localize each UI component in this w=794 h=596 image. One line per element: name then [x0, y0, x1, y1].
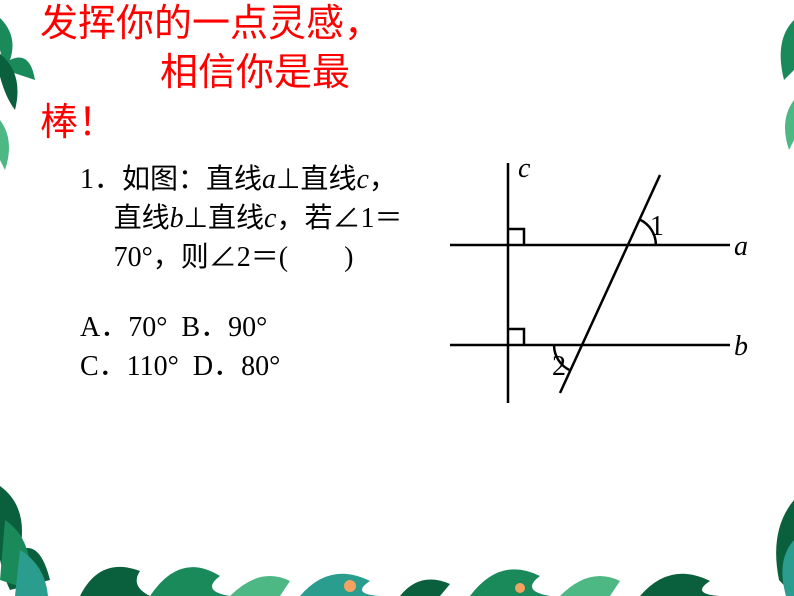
option-b: B．90° [181, 312, 267, 343]
bottom-decoration [0, 526, 794, 596]
svg-text:1: 1 [650, 211, 664, 242]
right-decoration [764, 0, 794, 596]
options: A．70° B．90° C．110° D．80° [80, 308, 420, 386]
q-l4: 则∠2＝( ) [181, 242, 354, 273]
question-text: 1．如图：直线a⊥直线c，直线b⊥直线c，若∠1＝70°，则∠2＝( ) [80, 160, 420, 278]
question-number: 1． [80, 164, 122, 195]
title-line-1: 发挥你的一点灵感， [40, 0, 382, 49]
var-c2: c [264, 203, 276, 234]
var-b: b [170, 203, 184, 234]
var-c: c [356, 164, 368, 195]
option-a: A．70° [80, 312, 167, 343]
title-line-3: 棒！ [40, 99, 382, 148]
geometry-figure: c a b 1 2 [440, 155, 750, 415]
q-prefix: 如图：直线 [122, 164, 262, 195]
option-c: C．110° [80, 351, 179, 382]
slide-title: 发挥你的一点灵感， 相信你是最 棒！ [40, 0, 382, 148]
svg-text:b: b [734, 331, 748, 362]
q-perp1: ⊥直 [276, 164, 328, 195]
q-l2: 线 [328, 164, 356, 195]
option-d: D．80° [193, 351, 280, 382]
svg-text:2: 2 [552, 351, 566, 382]
var-a: a [262, 164, 276, 195]
q-perp2: ⊥直线 [184, 203, 264, 234]
title-line-2: 相信你是最 [160, 49, 382, 98]
question-block: 1．如图：直线a⊥直线c，直线b⊥直线c，若∠1＝70°，则∠2＝( ) A．7… [80, 160, 420, 386]
svg-text:c: c [518, 155, 531, 184]
svg-text:a: a [734, 231, 748, 262]
